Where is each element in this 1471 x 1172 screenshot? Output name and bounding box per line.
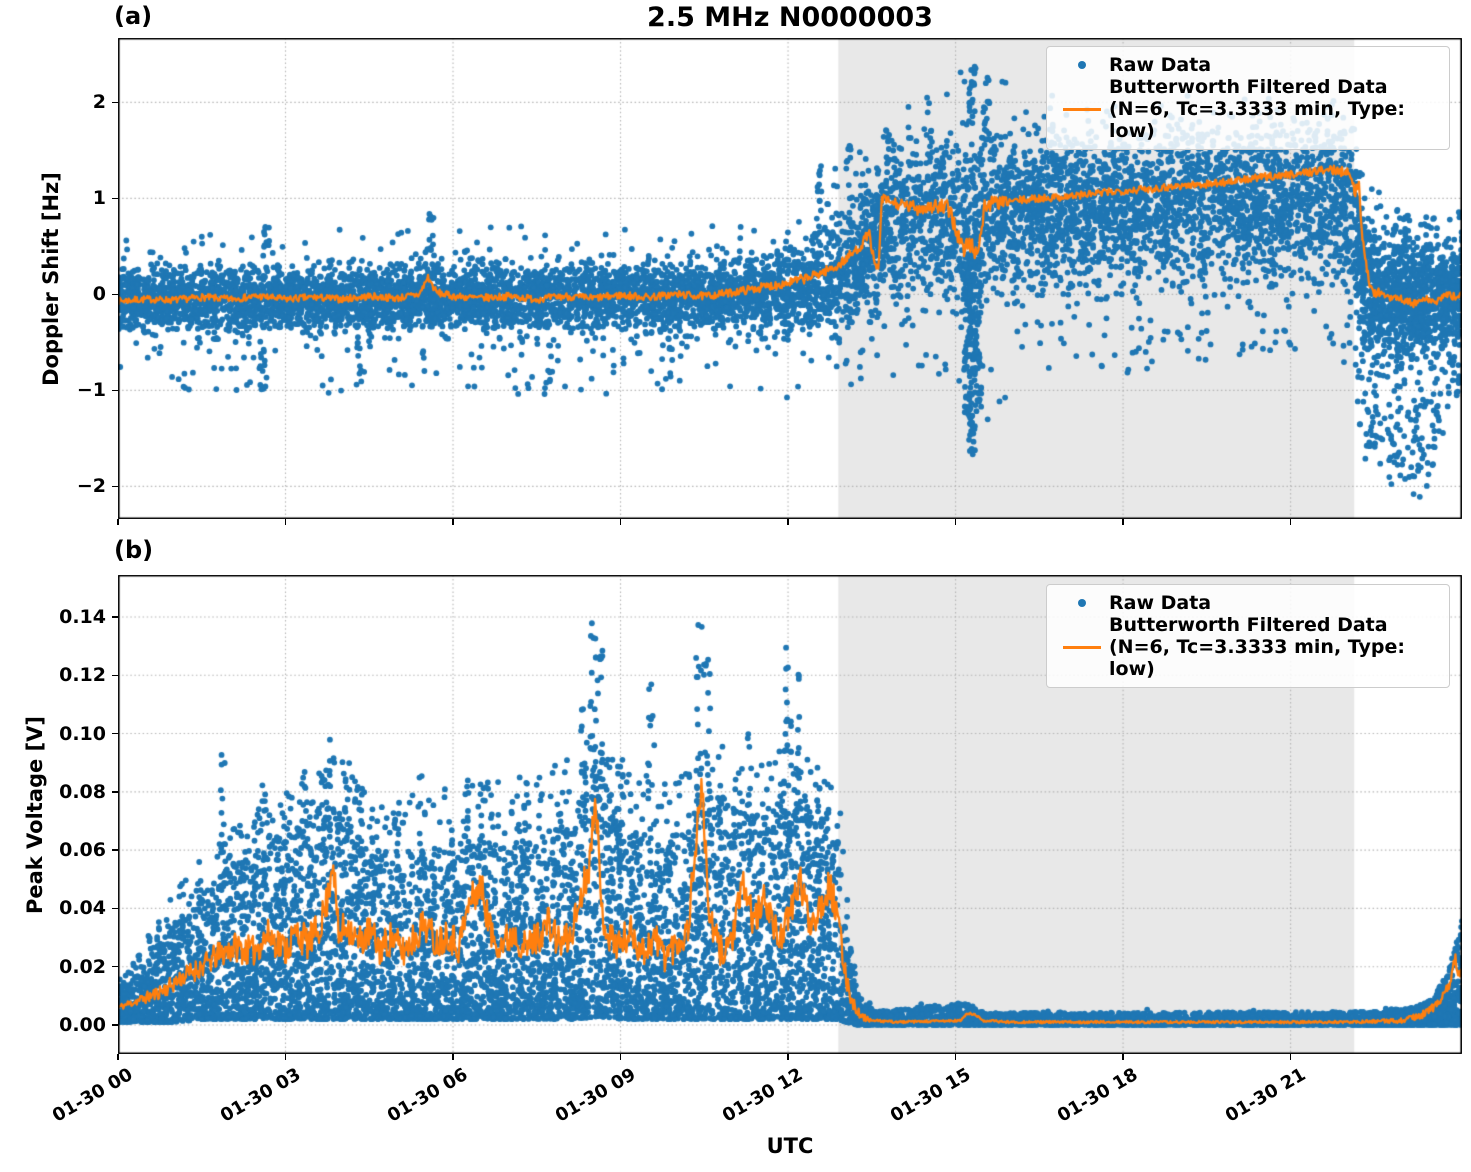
legend-entry-filtered: Butterworth Filtered Data (N=6, Tc=3.333… [1055,614,1439,680]
y-tick-mark [112,616,118,618]
y-tick-label: 0.04 [59,897,106,920]
y-tick-mark [112,293,118,296]
legend-raw-label: Raw Data [1109,54,1212,76]
legend-entry-raw: Raw Data [1055,54,1439,76]
y-tick-label: 0.10 [59,722,106,745]
y-tick-mark [112,732,118,735]
x-tick-mark [452,519,454,525]
y-tick-mark [112,674,118,676]
x-tick-label: 01-30 00 [49,1064,137,1127]
y-tick-mark [112,849,118,851]
x-tick-label: 01-30 12 [719,1064,807,1127]
legend-filtered-label: Butterworth Filtered Data (N=6, Tc=3.333… [1109,76,1405,142]
x-tick-mark [452,1054,454,1060]
y-tick-label: −2 [76,475,106,498]
x-tick-label: 01-30 06 [384,1064,472,1127]
y-tick-mark [112,907,118,910]
y-tick-mark [112,389,118,392]
raw-data-dot-icon [1055,61,1109,69]
legend-entry-filtered: Butterworth Filtered Data (N=6, Tc=3.333… [1055,76,1439,142]
y-tick-label: 0.00 [59,1014,106,1036]
y-tick-label: 0.14 [59,605,106,628]
x-tick-mark [787,1054,789,1060]
panel-b-ylabel: Peak Voltage [V] [23,715,47,915]
x-tick-label: 01-30 03 [216,1064,305,1127]
x-tick-label: 01-30 18 [1054,1064,1142,1127]
legend-filtered-label: Butterworth Filtered Data (N=6, Tc=3.333… [1109,614,1405,680]
y-tick-label: 0.02 [59,955,106,978]
x-tick-mark [1122,1054,1124,1060]
y-tick-mark [112,1024,118,1026]
filtered-line-icon [1055,107,1109,111]
filtered-line-icon [1055,645,1109,649]
x-tick-mark [1289,1054,1292,1060]
y-tick-label: 0 [92,283,106,306]
x-tick-mark [619,519,622,525]
y-tick-label: −1 [76,379,106,402]
x-tick-label: 01-30 21 [1221,1064,1310,1127]
y-tick-mark [112,197,118,200]
x-tick-mark [1122,519,1124,525]
panel-a-letter: (a) [114,2,153,30]
legend-raw-label: Raw Data [1109,592,1212,614]
legend-entry-raw: Raw Data [1055,592,1439,614]
chart-title: 2.5 MHz N0000003 [647,2,933,33]
y-tick-label: 2 [92,91,106,114]
x-axis-label: UTC [766,1134,814,1158]
x-tick-mark [954,1054,957,1060]
y-tick-label: 1 [92,187,106,210]
x-tick-label: 01-30 15 [886,1064,975,1127]
panel-a-legend: Raw Data Butterworth Filtered Data (N=6,… [1046,46,1450,150]
y-tick-mark [112,101,118,104]
y-tick-mark [112,965,118,968]
x-tick-mark [787,519,789,525]
x-tick-label: 01-30 09 [551,1064,640,1127]
x-tick-mark [954,519,957,525]
x-tick-mark [1289,519,1292,525]
x-tick-mark [117,519,119,525]
x-tick-mark [619,1054,622,1060]
y-tick-mark [112,485,118,488]
x-tick-mark [284,519,287,525]
raw-data-dot-icon [1055,599,1109,607]
x-tick-mark [284,1054,287,1060]
y-tick-label: 0.08 [59,780,106,803]
y-tick-mark [112,791,118,793]
panel-b-letter: (b) [114,536,154,564]
panel-b-legend: Raw Data Butterworth Filtered Data (N=6,… [1046,584,1450,688]
y-tick-label: 0.12 [59,664,106,687]
y-tick-label: 0.06 [59,839,106,862]
x-tick-mark [117,1054,119,1060]
